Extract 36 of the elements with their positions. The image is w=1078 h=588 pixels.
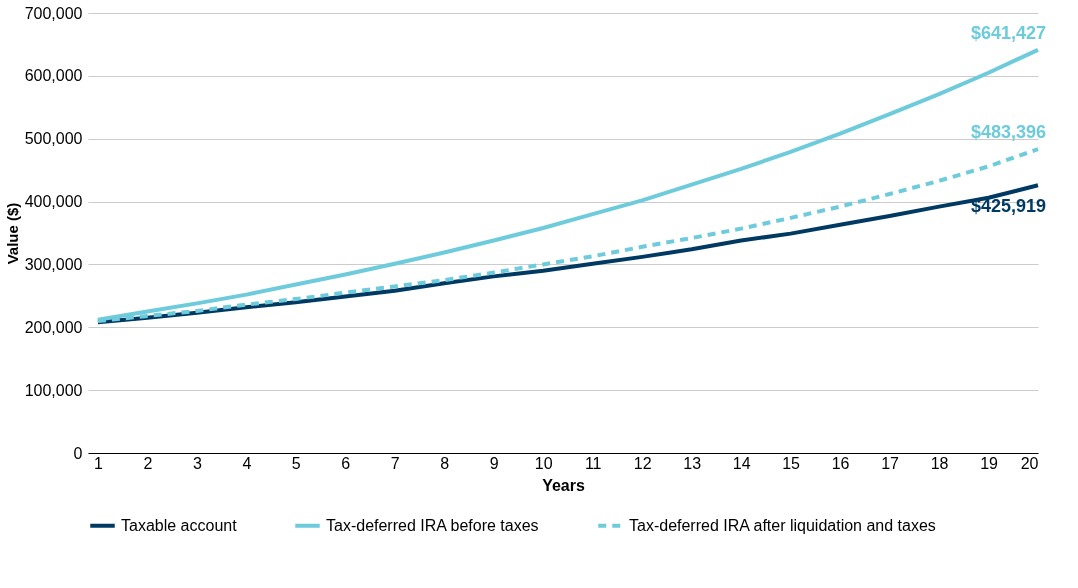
x-tick-label: 15 [782,454,801,472]
y-tick-label: 100,000 [24,381,83,399]
y-tick-label: 500,000 [24,130,83,148]
y-tick-label: 400,000 [24,193,83,211]
x-tick-label: 10 [534,454,553,472]
data-label: $483,396 [970,122,1046,143]
x-tick-label: 3 [192,454,202,472]
y-tick-label: 300,000 [24,255,83,273]
y-tick-label: 0 [73,444,83,462]
x-tick-label: 8 [440,454,450,472]
x-tick-label: 11 [584,454,602,472]
x-tick-label: 7 [390,454,400,472]
x-tick-label: 5 [291,454,301,472]
x-tick-label: 19 [980,454,999,472]
x-tick-label: 1 [93,454,103,472]
x-tick-label: 14 [732,454,751,472]
y-axis-title: Value ($) [3,202,21,265]
x-tick-label: 16 [831,454,850,472]
y-tick-label: 200,000 [24,318,83,336]
legend-label: Taxable account [121,516,238,534]
x-tick-label: 4 [242,454,252,472]
legend-label: Tax-deferred IRA after liquidation and taxes [629,516,936,534]
x-tick-label: 2 [143,454,153,472]
x-tick-label: 18 [930,454,949,472]
data-label: $641,427 [970,22,1046,43]
legend-label: Tax-deferred IRA before taxes [326,516,539,534]
y-tick-label: 600,000 [24,67,83,85]
x-tick-label: 9 [489,454,499,472]
x-tick-label: 13 [683,454,702,472]
data-label: $425,919 [970,196,1046,217]
x-axis-title: Years [542,476,585,494]
y-tick-label: 700,000 [24,4,83,22]
x-tick-label: 20 [1020,454,1039,472]
x-tick-label: 6 [341,454,351,472]
x-tick-label: 12 [633,454,652,472]
x-tick-label: 17 [881,454,900,472]
